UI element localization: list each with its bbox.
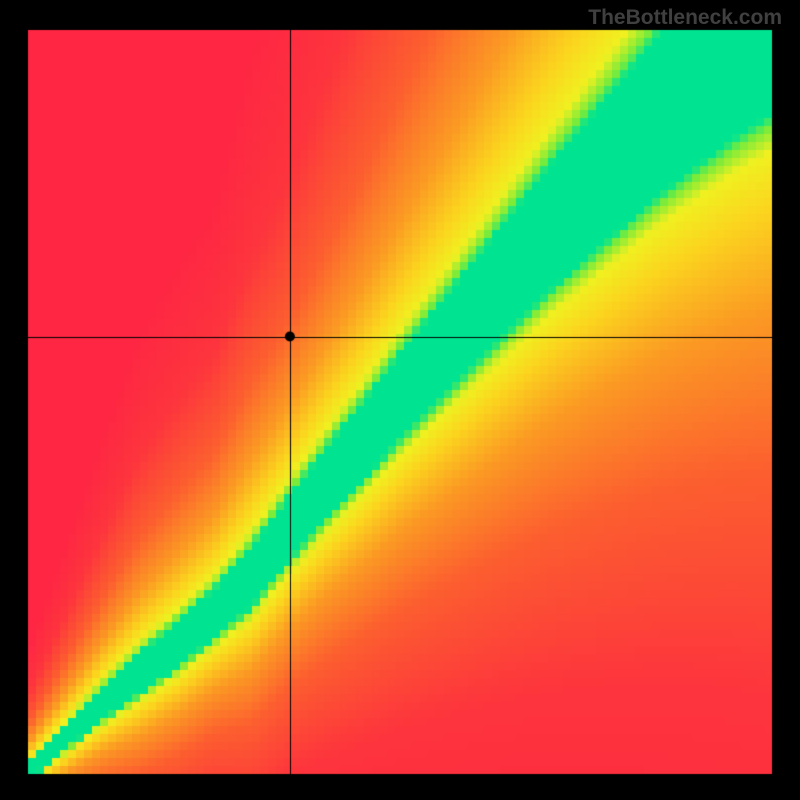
chart-container: TheBottleneck.com	[0, 0, 800, 800]
watermark-text: TheBottleneck.com	[588, 6, 782, 30]
heatmap-canvas	[0, 0, 800, 800]
